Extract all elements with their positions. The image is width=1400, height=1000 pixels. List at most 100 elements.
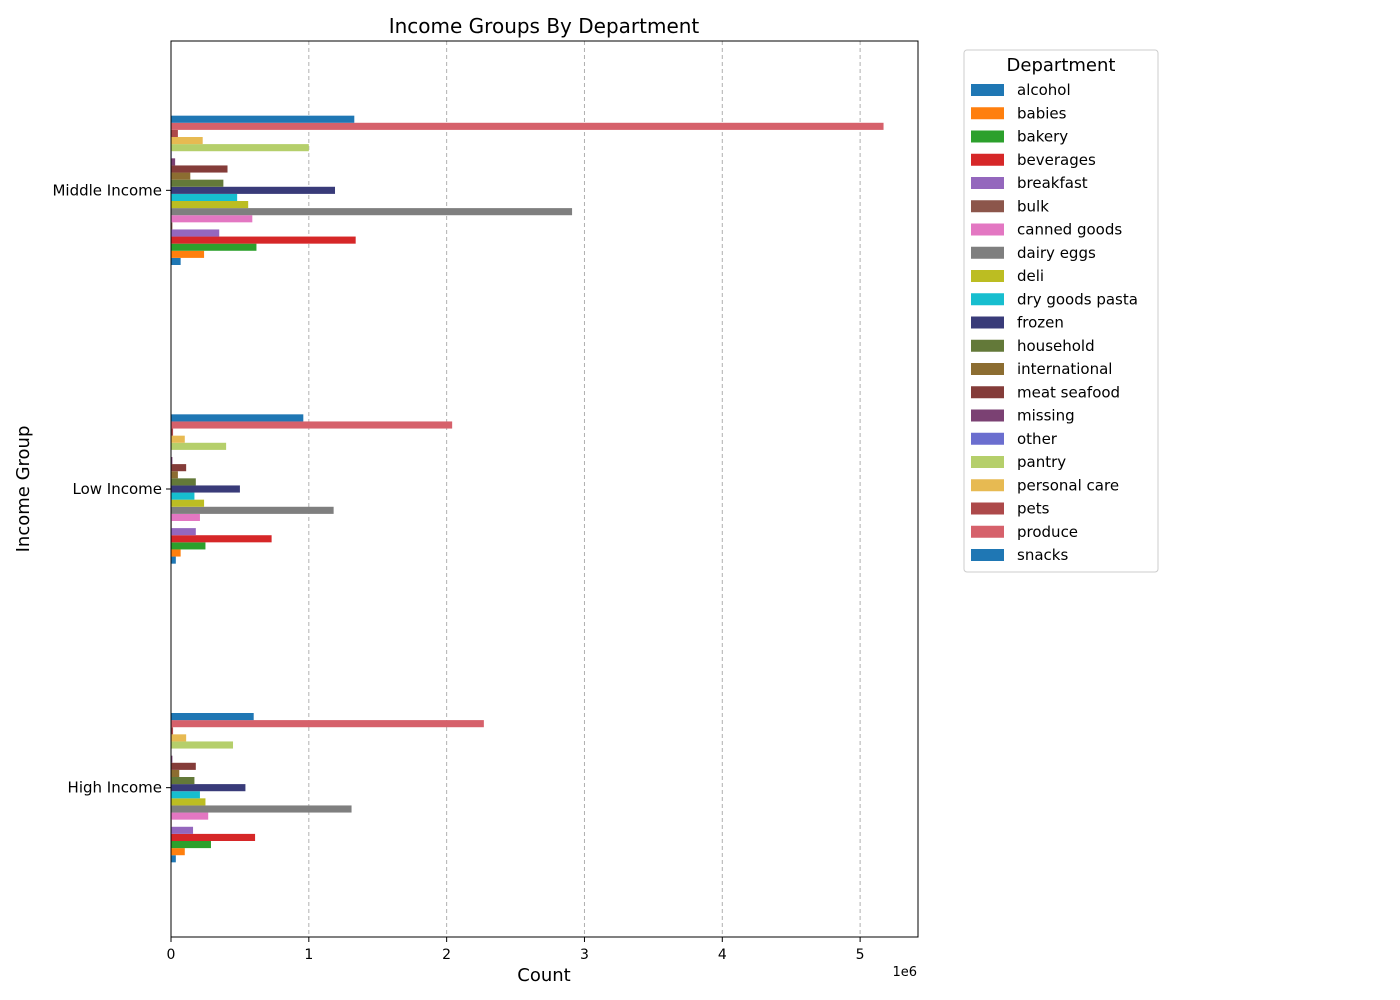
legend-swatch xyxy=(971,130,1004,143)
legend-swatch xyxy=(971,339,1004,352)
bar xyxy=(171,542,206,550)
bar xyxy=(171,777,195,785)
bar xyxy=(171,428,174,436)
bar xyxy=(171,762,196,770)
chart-title: Income Groups By Department xyxy=(389,14,700,38)
legend-swatch xyxy=(971,549,1004,561)
bar xyxy=(171,791,200,799)
legend-swatch xyxy=(971,363,1004,375)
bar xyxy=(171,193,238,201)
bar xyxy=(171,499,205,507)
legend-label: alcohol xyxy=(1017,81,1071,99)
legend-swatch xyxy=(971,525,1004,538)
bar xyxy=(171,549,181,557)
legend-label: bakery xyxy=(1017,128,1068,146)
bar xyxy=(171,506,334,514)
x-tick-label: 5 xyxy=(856,947,865,963)
bar xyxy=(171,528,196,536)
x-axis-offset-label: 1e6 xyxy=(892,965,917,980)
x-gridlines xyxy=(308,41,861,937)
bar xyxy=(171,158,176,166)
bar xyxy=(171,848,185,856)
plot-frame xyxy=(170,40,919,938)
legend-swatch xyxy=(971,432,1004,445)
bar xyxy=(171,442,227,450)
legend-label: breakfast xyxy=(1017,174,1088,192)
legend-label: deli xyxy=(1017,267,1044,285)
bar xyxy=(171,833,256,841)
legend-box xyxy=(963,49,1159,573)
bar xyxy=(171,769,180,777)
legend-swatch xyxy=(971,479,1004,492)
bar xyxy=(171,492,195,500)
legend-label: personal care xyxy=(1017,476,1119,494)
bar xyxy=(171,478,196,486)
bar xyxy=(171,841,211,849)
bar xyxy=(171,485,240,493)
bar xyxy=(171,535,272,543)
bar xyxy=(171,179,224,187)
legend-swatch xyxy=(971,153,1004,166)
bar xyxy=(171,208,573,216)
legend-swatch xyxy=(971,409,1004,422)
legend-swatch xyxy=(971,107,1004,120)
bar xyxy=(171,720,484,728)
bar xyxy=(171,741,234,749)
legend-label: produce xyxy=(1017,523,1078,541)
y-tick-label: Middle Income xyxy=(52,181,162,199)
legend-label: snacks xyxy=(1017,546,1068,564)
x-tick-label: 2 xyxy=(442,947,451,963)
x-axis-label: Count xyxy=(517,965,570,986)
legend-swatch xyxy=(971,270,1004,282)
legend-label: international xyxy=(1017,360,1112,378)
legend-label: meat seafood xyxy=(1017,383,1120,401)
x-tick-label: 4 xyxy=(718,947,727,963)
legend-swatch xyxy=(971,316,1004,329)
bar xyxy=(171,727,174,735)
bar xyxy=(171,421,453,429)
legend-title: Department xyxy=(1007,55,1116,76)
bar xyxy=(171,144,309,152)
legend-items: alcohol babies bakery beverages breakfast bul… xyxy=(971,81,1138,564)
legend-swatch xyxy=(971,84,1004,96)
legend-swatch xyxy=(971,386,1004,399)
bar xyxy=(171,471,178,479)
legend-label: canned goods xyxy=(1017,221,1122,239)
bar xyxy=(171,805,352,813)
legend-swatch xyxy=(971,177,1004,189)
bar xyxy=(171,556,176,564)
y-tick-label: High Income xyxy=(68,779,162,797)
legend-swatch xyxy=(971,223,1004,236)
y-axis-label: Income Group xyxy=(13,426,34,553)
bar xyxy=(171,122,884,130)
bar xyxy=(171,250,205,258)
bar xyxy=(171,172,191,180)
bar xyxy=(171,457,173,465)
bar xyxy=(171,257,181,265)
bar xyxy=(171,734,187,742)
legend-label: bulk xyxy=(1017,197,1049,215)
bar xyxy=(171,215,253,223)
legend-label: beverages xyxy=(1017,151,1096,169)
bar xyxy=(171,513,200,521)
legend-swatch xyxy=(971,246,1004,259)
legend-swatch xyxy=(971,502,1004,515)
legend-label: missing xyxy=(1017,407,1075,425)
x-tick-label: 1 xyxy=(304,947,313,963)
x-tick-label: 0 xyxy=(167,947,176,963)
bar xyxy=(171,784,246,792)
x-tick-label: 3 xyxy=(580,947,589,963)
bar xyxy=(171,798,206,806)
bar xyxy=(171,186,336,194)
bar xyxy=(171,464,187,472)
legend-label: dry goods pasta xyxy=(1017,290,1138,308)
legend-swatch xyxy=(971,456,1004,468)
legend-label: household xyxy=(1017,337,1095,355)
bar xyxy=(171,115,355,123)
legend-label: dairy eggs xyxy=(1017,244,1096,262)
bar xyxy=(171,201,249,209)
bar xyxy=(171,229,220,237)
legend-label: babies xyxy=(1017,104,1067,122)
y-axis-ticks: Middle Income Low Income High Income xyxy=(52,181,171,797)
